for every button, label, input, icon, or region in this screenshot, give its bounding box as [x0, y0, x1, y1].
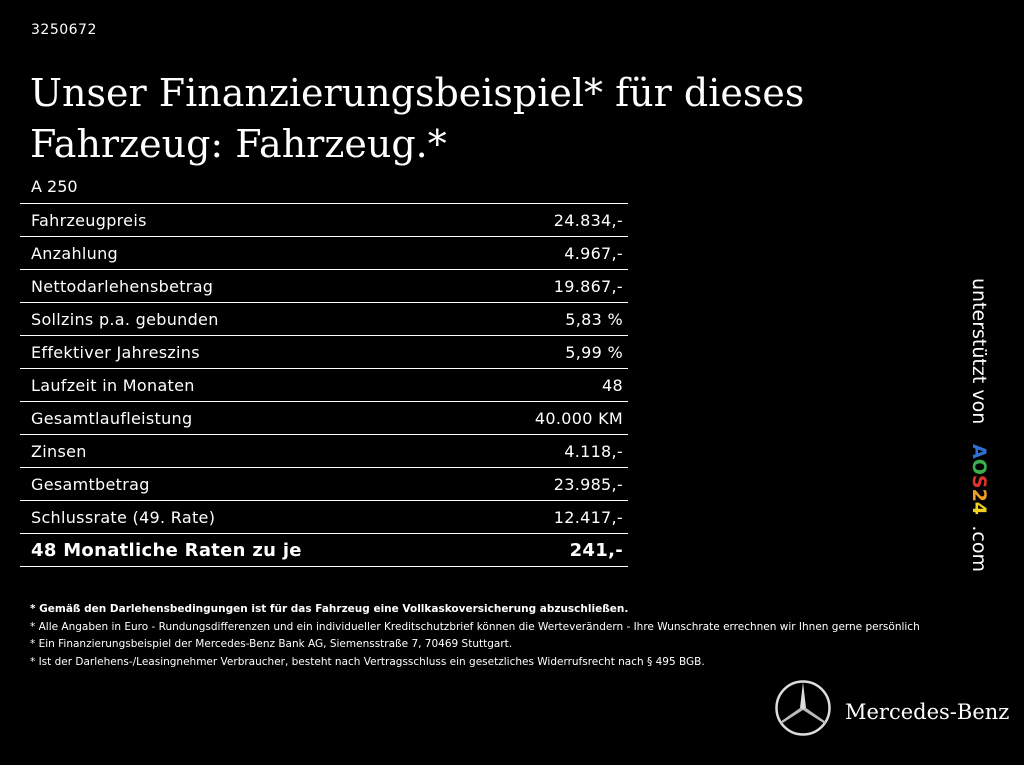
row-label: Zinsen [20, 434, 467, 468]
aos24-logo: AOS24 [968, 444, 990, 515]
mercedes-star-icon [775, 680, 831, 736]
brand-name: Mercedes-Benz [845, 700, 1010, 724]
table-row: Anzahlung 4.967,- [20, 236, 628, 270]
row-label: Gesamtlaufleistung [20, 401, 467, 435]
aos24-letter: S [968, 475, 990, 489]
row-label: Effektiver Jahreszins [20, 335, 467, 369]
table-row: 48 Monatliche Raten zu je 241,- [20, 533, 628, 567]
footnote: * Ein Finanzierungsbeispiel der Mercedes… [30, 638, 513, 650]
row-value: 4.967,- [466, 236, 628, 270]
row-label: Fahrzeugpreis [20, 203, 467, 237]
table-row: Nettodarlehensbetrag 19.867,- [20, 269, 628, 303]
footnote: * Gemäß den Darlehensbedingungen ist für… [30, 603, 629, 615]
table-row: Sollzins p.a. gebunden 5,83 % [20, 302, 628, 336]
model-name: A 250 [31, 177, 78, 196]
row-value: 48 [466, 368, 628, 402]
row-value: 24.834,- [466, 203, 628, 237]
row-value: 40.000 KM [466, 401, 628, 435]
reference-number: 3250672 [31, 22, 97, 38]
row-label: Gesamtbetrag [20, 467, 467, 501]
page-title: Unser Finanzierungsbeispiel* für dieses … [30, 71, 805, 166]
row-label: Schlussrate (49. Rate) [20, 500, 467, 534]
sponsor-prefix: unterstützt von [968, 278, 990, 425]
table-row: Fahrzeugpreis 24.834,- [20, 203, 628, 237]
table-row: Gesamtbetrag 23.985,- [20, 467, 628, 501]
table-row: Schlussrate (49. Rate) 12.417,- [20, 500, 628, 534]
table-row: Effektiver Jahreszins 5,99 % [20, 335, 628, 369]
footnote: * Ist der Darlehens-/Leasingnehmer Verbr… [30, 655, 705, 668]
table-row: Gesamtlaufleistung 40.000 KM [20, 401, 628, 435]
row-value: 5,83 % [466, 302, 628, 336]
aos24-letter: 2 [968, 488, 990, 503]
aos24-letter: 4 [968, 502, 990, 516]
row-label: Nettodarlehensbetrag [20, 269, 467, 303]
row-value: 12.417,- [466, 500, 628, 534]
row-label: Sollzins p.a. gebunden [20, 302, 467, 336]
row-value: 23.985,- [466, 467, 628, 501]
table-row: Zinsen 4.118,- [20, 434, 628, 468]
row-label: 48 Monatliche Raten zu je [20, 533, 467, 567]
row-label: Anzahlung [20, 236, 467, 270]
footnote: * Alle Angaben in Euro - Rundungsdiffere… [30, 620, 920, 633]
financing-table: Fahrzeugpreis 24.834,- Anzahlung 4.967,- Net… [20, 203, 628, 567]
footnotes: * Gemäß den Darlehensbedingungen ist für… [30, 601, 920, 671]
row-label: Laufzeit in Monaten [20, 368, 467, 402]
aos24-letter: A [968, 444, 990, 460]
aos24-letter: O [968, 459, 990, 476]
row-value: 4.118,- [466, 434, 628, 468]
sponsor-suffix: .com [968, 525, 990, 572]
sponsor-badge: unterstützt von AOS24 .com [968, 278, 990, 572]
table-row: Laufzeit in Monaten 48 [20, 368, 628, 402]
row-value: 5,99 % [466, 335, 628, 369]
row-value: 19.867,- [466, 269, 628, 303]
row-value: 241,- [466, 533, 628, 567]
